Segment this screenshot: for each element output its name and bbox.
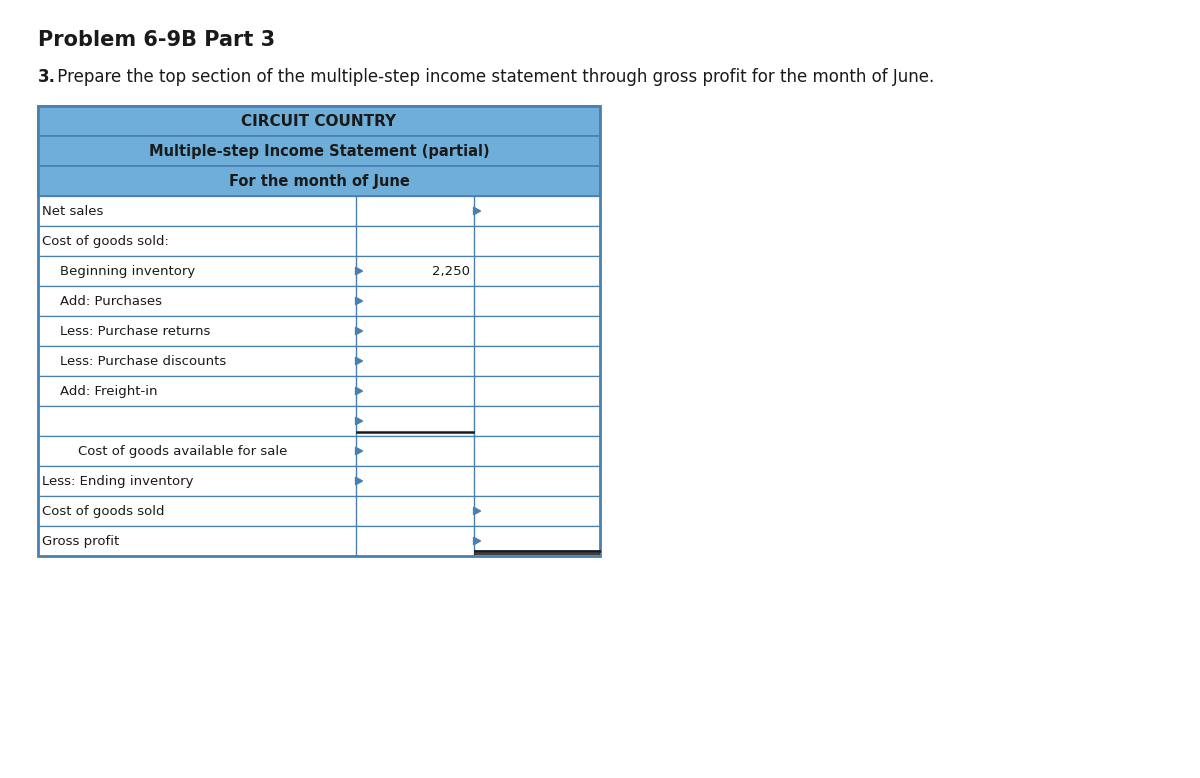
Text: Cost of goods sold:: Cost of goods sold:: [42, 234, 169, 247]
Bar: [38, 226, 600, 256]
Bar: [38, 436, 600, 466]
Text: Less: Ending inventory: Less: Ending inventory: [42, 475, 193, 488]
Text: Add: Freight-in: Add: Freight-in: [60, 384, 157, 398]
Text: Cost of goods sold: Cost of goods sold: [42, 504, 164, 517]
Text: Problem 6-9B Part 3: Problem 6-9B Part 3: [38, 30, 275, 50]
Bar: [38, 526, 600, 556]
Text: 3.: 3.: [38, 68, 56, 86]
Polygon shape: [474, 507, 480, 515]
Text: Net sales: Net sales: [42, 205, 103, 218]
Text: Prepare the top section of the multiple-step income statement through gross prof: Prepare the top section of the multiple-…: [52, 68, 935, 86]
Text: For the month of June: For the month of June: [228, 173, 409, 188]
Bar: [38, 346, 600, 376]
Polygon shape: [474, 538, 480, 545]
Text: Cost of goods available for sale: Cost of goods available for sale: [78, 444, 287, 457]
Bar: [38, 106, 600, 136]
Text: Less: Purchase discounts: Less: Purchase discounts: [60, 355, 227, 367]
Text: Beginning inventory: Beginning inventory: [60, 265, 196, 278]
Bar: [38, 406, 600, 436]
Text: Gross profit: Gross profit: [42, 534, 119, 548]
Text: 2,250: 2,250: [432, 265, 469, 278]
Bar: [38, 466, 600, 496]
Polygon shape: [474, 207, 480, 215]
Text: Less: Purchase returns: Less: Purchase returns: [60, 324, 210, 338]
Bar: [38, 166, 600, 196]
Bar: [38, 196, 600, 226]
Polygon shape: [355, 297, 362, 305]
Polygon shape: [355, 447, 362, 455]
Text: CIRCUIT COUNTRY: CIRCUIT COUNTRY: [241, 114, 396, 128]
Bar: [38, 286, 600, 316]
Polygon shape: [355, 328, 362, 335]
Bar: [38, 136, 600, 166]
Bar: [38, 376, 600, 406]
Polygon shape: [355, 387, 362, 394]
Polygon shape: [355, 268, 362, 275]
Text: Multiple-step Income Statement (partial): Multiple-step Income Statement (partial): [149, 143, 490, 159]
Bar: [38, 256, 600, 286]
Polygon shape: [355, 417, 362, 425]
Polygon shape: [355, 477, 362, 485]
Bar: [38, 106, 600, 556]
Bar: [38, 496, 600, 526]
Text: Add: Purchases: Add: Purchases: [60, 295, 162, 307]
Polygon shape: [355, 357, 362, 365]
Bar: [38, 316, 600, 346]
